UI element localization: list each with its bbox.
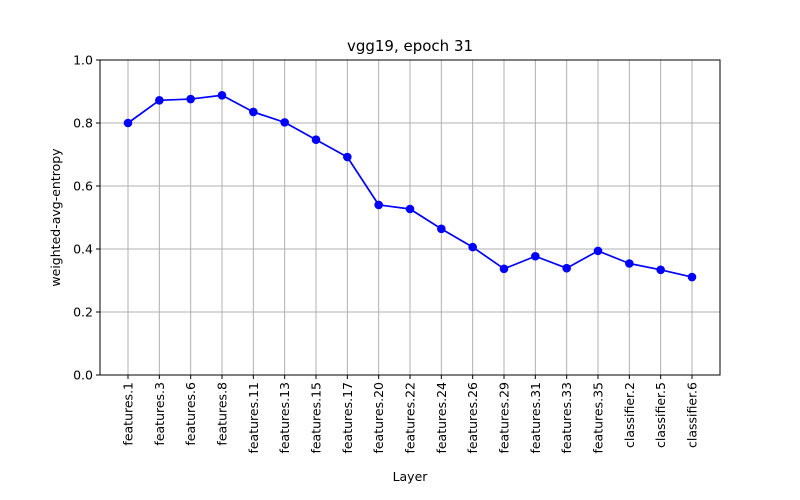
data-point bbox=[155, 96, 164, 105]
data-point bbox=[186, 94, 195, 104]
y-tick-label: 1.0 bbox=[73, 53, 93, 68]
x-tick-label: features.15 bbox=[309, 382, 324, 454]
chart-title: vgg19, epoch 31 bbox=[347, 37, 473, 55]
data-point bbox=[531, 251, 540, 261]
x-tick-label: features.35 bbox=[591, 382, 606, 454]
x-tick-label: features.24 bbox=[434, 382, 449, 454]
x-tick-label: features.22 bbox=[403, 382, 418, 454]
data-point bbox=[217, 90, 227, 100]
data-point bbox=[437, 224, 446, 234]
data-point bbox=[562, 263, 571, 273]
x-tick-label: features.31 bbox=[528, 382, 543, 454]
x-tick-label: classifier.2 bbox=[622, 382, 637, 448]
x-tick-label: features.3 bbox=[152, 382, 167, 446]
x-tick-label: features.11 bbox=[246, 382, 261, 454]
y-tick-label: 0.6 bbox=[73, 179, 93, 194]
x-tick-label: classifier.5 bbox=[653, 382, 668, 448]
x-tick-label: features.8 bbox=[215, 382, 230, 446]
y-tick-label: 0.4 bbox=[73, 242, 93, 257]
data-point bbox=[405, 204, 415, 214]
y-tick-label: 0.0 bbox=[73, 368, 93, 383]
data-point bbox=[343, 152, 352, 162]
tick-layer: 0.0 0.2 0.4 0.6 0.8 1.0 features.1 features.3 fe… bbox=[73, 53, 699, 454]
series-layer bbox=[123, 90, 697, 282]
data-point bbox=[249, 107, 258, 117]
grid-layer bbox=[100, 59, 720, 376]
x-tick-label: features.6 bbox=[183, 382, 198, 446]
x-tick-label: features.13 bbox=[277, 382, 292, 454]
data-point bbox=[280, 118, 289, 127]
data-point bbox=[687, 272, 697, 282]
data-point bbox=[311, 135, 321, 144]
data-point bbox=[625, 259, 634, 268]
x-tick-label: features.17 bbox=[340, 382, 355, 454]
data-point bbox=[499, 264, 509, 274]
x-tick-label: features.1 bbox=[121, 382, 136, 446]
data-point bbox=[593, 246, 603, 256]
y-tick-label: 0.8 bbox=[73, 116, 93, 131]
y-tick-label: 0.2 bbox=[73, 305, 93, 320]
x-axis-label: Layer bbox=[393, 469, 429, 484]
x-tick-label: classifier.6 bbox=[685, 382, 700, 448]
data-point bbox=[123, 118, 133, 128]
data-point bbox=[468, 242, 477, 252]
data-point bbox=[374, 200, 383, 210]
data-point bbox=[656, 265, 665, 275]
x-tick-label: features.20 bbox=[371, 382, 386, 454]
y-axis-label: weighted-avg-entropy bbox=[48, 148, 63, 287]
x-tick-label: features.33 bbox=[559, 382, 574, 454]
x-tick-label: features.26 bbox=[465, 382, 480, 454]
x-tick-label: features.29 bbox=[497, 382, 512, 454]
